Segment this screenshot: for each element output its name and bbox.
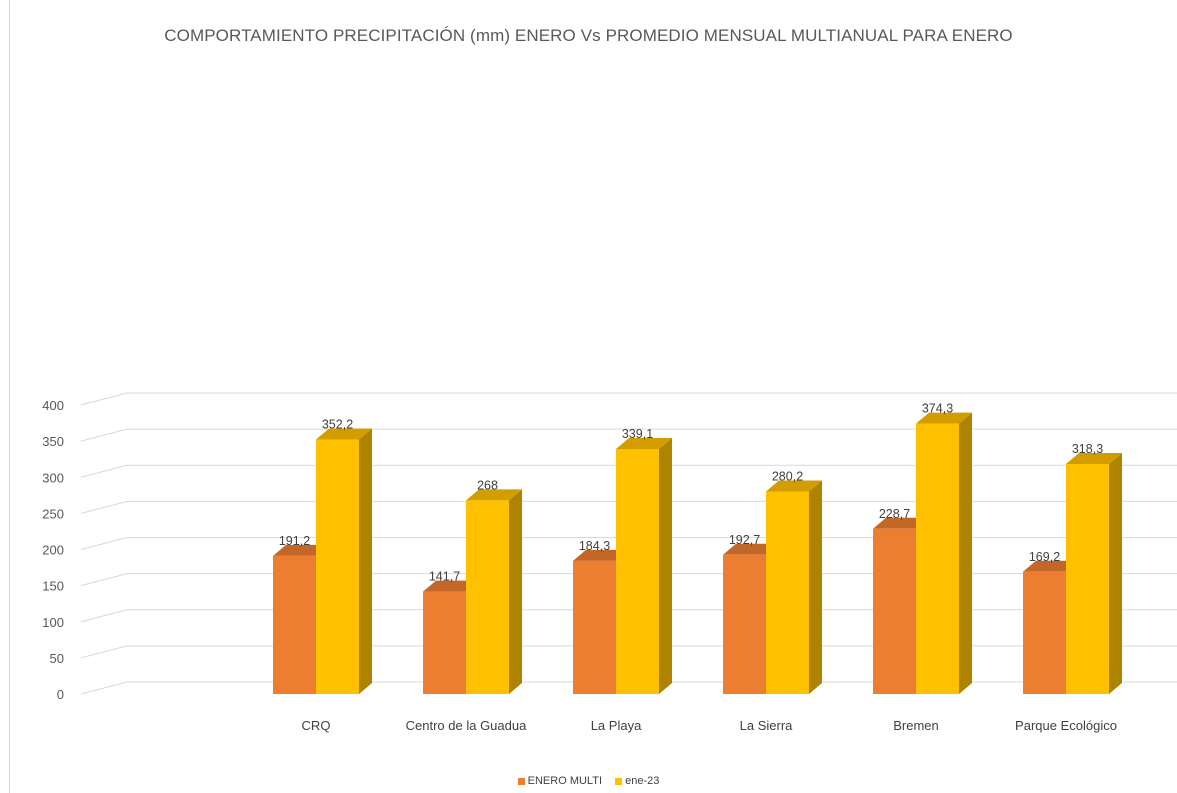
data-label-enero-multi: 169,2 — [1029, 550, 1060, 564]
bar-ene-23 — [316, 439, 359, 694]
bar-ene-23 — [1066, 464, 1109, 694]
gridline-slant — [80, 573, 128, 587]
bar-enero-multi — [273, 555, 316, 694]
bar-top-enero-multi — [423, 580, 479, 592]
y-tick-label: 250 — [42, 506, 64, 521]
bar-ene-23 — [766, 491, 809, 694]
chart-title: COMPORTAMIENTO PRECIPITACIÓN (mm) ENERO … — [164, 26, 1013, 45]
bar-top-enero-multi — [873, 517, 929, 529]
legend-item-ene-23: ene-23 — [615, 775, 659, 787]
data-label-ene-23: 352,2 — [322, 418, 353, 432]
legend-swatch-ene-23 — [615, 777, 623, 785]
bar-top-ene-23 — [766, 480, 822, 492]
bar-enero-multi — [423, 591, 466, 694]
bar-enero-multi — [1023, 571, 1066, 694]
data-label-enero-multi: 228,7 — [879, 507, 910, 521]
x-category-label: Centro de la Guadua — [406, 718, 527, 733]
data-label-enero-multi: 184,3 — [579, 539, 610, 553]
bar-top-enero-multi — [723, 543, 779, 555]
bar-ene-23 — [916, 423, 959, 694]
x-category-label: Bremen — [893, 718, 939, 733]
y-tick-label: 200 — [42, 543, 64, 558]
legend-item-enero-multi: ENERO MULTI — [517, 775, 603, 787]
bar-enero-multi — [723, 554, 766, 694]
bar-top-enero-multi — [273, 544, 329, 556]
bar-side-ene-23 — [1109, 453, 1122, 694]
bar-top-enero-multi — [1023, 560, 1079, 572]
x-category-label: Parque Ecológico — [1015, 718, 1117, 733]
gridline-slant — [80, 500, 128, 514]
data-label-ene-23: 268 — [477, 478, 498, 492]
gridline-slant — [80, 645, 128, 659]
y-tick-label: 50 — [50, 651, 64, 666]
bar-top-ene-23 — [616, 438, 672, 450]
bar-side-ene-23 — [959, 412, 972, 694]
data-label-enero-multi: 141,7 — [429, 570, 460, 584]
bar-top-ene-23 — [916, 412, 972, 424]
bar-ene-23 — [616, 449, 659, 694]
y-tick-label: 300 — [42, 470, 64, 485]
legend-label-ene-23: ene-23 — [625, 775, 660, 787]
left-border — [9, 0, 10, 793]
gridline-slant — [80, 537, 128, 550]
bar-top-ene-23 — [466, 489, 522, 501]
bar-enero-multi — [573, 560, 616, 694]
bar-side-ene-23 — [809, 480, 822, 694]
x-category-label: La Playa — [591, 718, 642, 733]
data-label-ene-23: 318,3 — [1072, 442, 1103, 456]
legend-swatch-enero-multi — [517, 777, 525, 785]
y-tick-label: 350 — [42, 434, 64, 449]
bar-enero-multi — [873, 528, 916, 694]
legend-label-enero-multi: ENERO MULTI — [527, 775, 603, 787]
bar-side-ene-23 — [359, 428, 372, 694]
data-label-enero-multi: 191,2 — [279, 534, 310, 548]
data-label-ene-23: 374,3 — [922, 402, 953, 416]
gridline-slant — [80, 428, 128, 442]
bar-side-ene-23 — [659, 438, 672, 694]
y-tick-label: 100 — [42, 615, 64, 630]
y-tick-label: 150 — [42, 579, 64, 594]
gridline-slant — [80, 392, 128, 406]
gridline-slant — [80, 609, 128, 623]
data-label-ene-23: 339,1 — [622, 427, 653, 441]
bar-top-ene-23 — [316, 428, 372, 440]
bar-top-ene-23 — [1066, 453, 1122, 465]
x-category-label: CRQ — [302, 718, 331, 733]
y-tick-label: 400 — [42, 398, 64, 413]
gridline-slant — [80, 681, 128, 695]
bar-top-enero-multi — [573, 549, 629, 561]
x-category-label: La Sierra — [740, 718, 794, 733]
bar-ene-23 — [466, 500, 509, 694]
bar-side-ene-23 — [509, 489, 522, 694]
gridline-slant — [80, 464, 128, 478]
legend: ENERO MULTI ene-23 — [0, 775, 1177, 788]
data-label-ene-23: 280,2 — [772, 470, 803, 484]
y-tick-label: 0 — [57, 687, 64, 702]
data-label-enero-multi: 192,7 — [729, 533, 760, 547]
